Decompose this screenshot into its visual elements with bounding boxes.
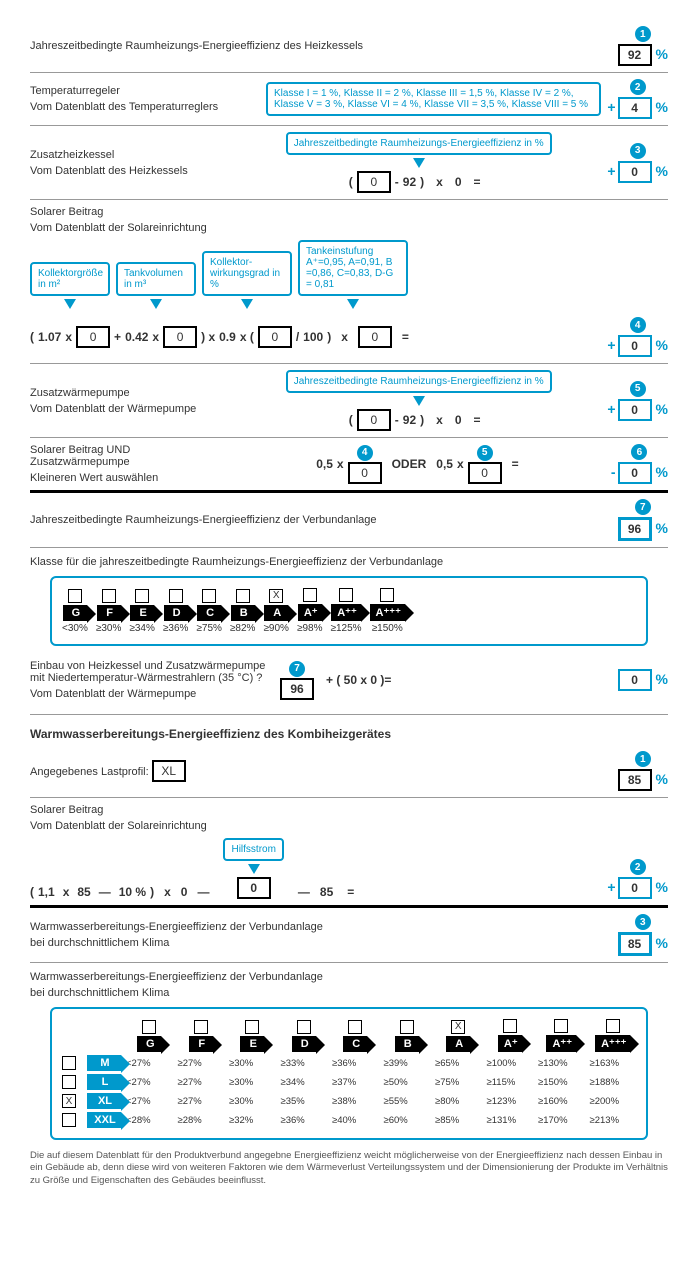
class-item: F≥30% (96, 589, 122, 634)
value-7: 96 (618, 517, 652, 541)
label: Zusatzheizkessel (30, 149, 230, 161)
class-item: B≥82% (230, 589, 256, 634)
ww-title: Warmwasserbereitungs-Energieeffizienz de… (30, 727, 668, 741)
class-item: A⁺⁺⁺≥150% (370, 588, 405, 634)
class-item: D≥36% (163, 589, 189, 634)
info: Jahreszeitbedingte Raumheizungs-Energiee… (286, 132, 552, 155)
sublabel: Vom Datenblatt der Solareinrichtung (30, 222, 668, 234)
row-ww-profile: Angegebenes Lastprofil: XL 1 85% (30, 745, 668, 798)
badge-7: 7 (635, 499, 651, 515)
sublabel: Vom Datenblatt des Temperaturreglers (30, 101, 260, 113)
row-aux-boiler: Zusatzheizkessel Vom Datenblatt des Heiz… (30, 126, 668, 200)
value-lowtemp: 0 (618, 669, 652, 691)
badge-2: 2 (630, 79, 646, 95)
label: Temperaturregeler (30, 85, 260, 97)
formula-solar: (1.07x0 +0.42x0 ) x0.9x ( 0/100) x0 = (30, 326, 415, 348)
row-ww-solar: Solarer Beitrag Vom Datenblatt der Solar… (30, 798, 668, 908)
class-item: A⁺⁺≥125% (330, 588, 361, 634)
class-item: A⁺≥98% (297, 588, 323, 634)
row-solar: Solarer Beitrag Vom Datenblatt der Solar… (30, 200, 668, 364)
value-5: 0 (618, 399, 652, 421)
pct: % (656, 46, 668, 62)
value-1: 92 (618, 44, 652, 66)
badge-6: 6 (631, 444, 647, 460)
value-3: 0 (618, 161, 652, 183)
value-2: 4 (618, 97, 652, 119)
class-panel-title: Klasse für die jahreszeitbedingte Raumhe… (30, 556, 668, 568)
sublabel: Vom Datenblatt des Heizkessels (30, 165, 230, 177)
label: Jahreszeitbedingte Raumheizungs-Energiee… (30, 40, 618, 52)
row-low-temp: Einbau von Heizkessel und Zusatzwärmepum… (30, 654, 668, 706)
footnote: Die auf diesem Datenblatt für den Produk… (30, 1150, 668, 1187)
badge-4: 4 (630, 317, 646, 333)
row-solar-and-heatpump: Solarer Beitrag UND Zusatzwärmepumpe Kle… (30, 438, 668, 493)
class-item: G<30% (62, 589, 88, 634)
badge-3: 3 (630, 143, 646, 159)
value-6: 0 (618, 462, 652, 484)
class-item: E≥34% (129, 589, 155, 634)
info-classes: Klasse I = 1 %, Klasse II = 2 %, Klasse … (266, 82, 601, 116)
label: Solarer Beitrag (30, 206, 668, 218)
class-item: C≥75% (196, 589, 222, 634)
class-panel: G<30% F≥30% E≥34% D≥36% C≥75% B≥82% XA≥90% A⁺≥9… (50, 576, 648, 646)
formula: (0 -92) x0 = (349, 171, 489, 193)
arrow-down-icon (413, 158, 425, 168)
row-ww-system: Warmwasserbereitungs-Energieeffizienz de… (30, 908, 668, 963)
row-system-efficiency: Jahreszeitbedingte Raumheizungs-Energiee… (30, 493, 668, 548)
row-heatpump: Zusatzwärmepumpe Vom Datenblatt der Wärm… (30, 364, 668, 438)
row-boiler-efficiency: Jahreszeitbedingte Raumheizungs-Energiee… (30, 20, 668, 73)
class-item: XA≥90% (263, 589, 289, 634)
ww-class-panel: GFEDCBXAA⁺A⁺⁺A⁺⁺⁺M<27%≥27%≥30%≥33%≥36%≥3… (50, 1007, 648, 1140)
badge-1: 1 (635, 26, 651, 42)
row-temp-controller: Temperaturregeler Vom Datenblatt des Tem… (30, 73, 668, 126)
badge-5: 5 (630, 381, 646, 397)
value-4: 0 (618, 335, 652, 357)
